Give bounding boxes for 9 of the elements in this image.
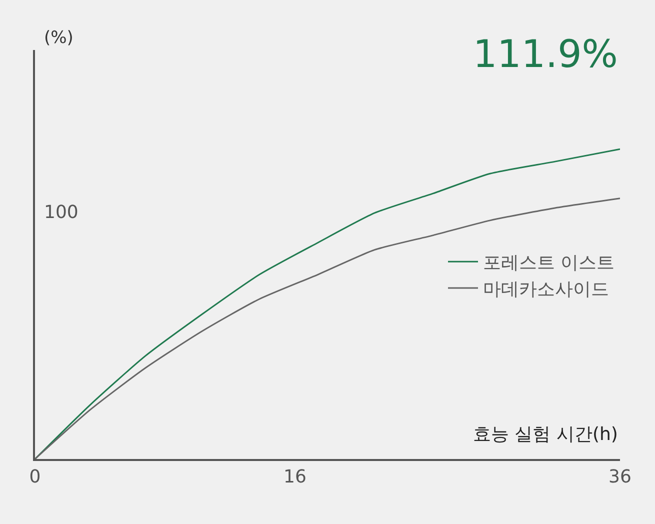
text: 111.9% xyxy=(473,32,618,76)
text: (%) xyxy=(44,28,74,48)
legend-label: 포레스트 이스트 xyxy=(483,252,615,274)
x-tick-label: 36 xyxy=(608,466,632,488)
x-tick-label: 0 xyxy=(29,466,41,488)
x-tick-label: 16 xyxy=(284,466,306,488)
annotation: 100 xyxy=(44,202,78,223)
x-axis-title: 효능 실험 시간(h) xyxy=(473,424,618,445)
legend-label: 마데카소사이드 xyxy=(483,279,609,300)
